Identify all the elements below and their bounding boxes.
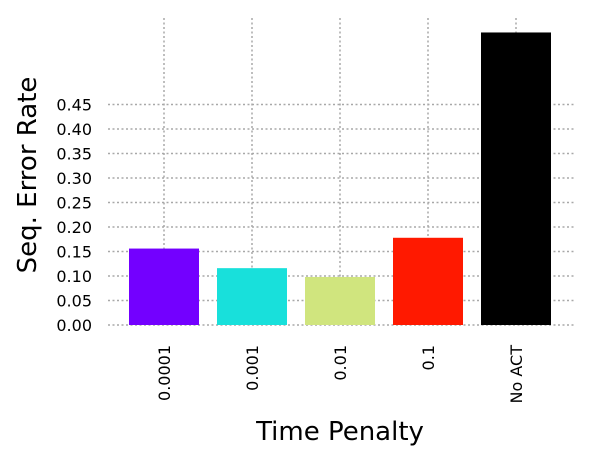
- y-tick-label: 0.00: [56, 316, 92, 335]
- y-axis-title: Seq. Error Rate: [13, 77, 43, 274]
- y-tick-label: 0.15: [56, 243, 92, 262]
- x-tick-labels: 0.0001 0.001 0.01 0.1 No ACT: [155, 345, 526, 404]
- y-tick-label: 0.20: [56, 218, 92, 237]
- bar: [305, 276, 375, 325]
- y-tick-label: 0.35: [56, 145, 92, 164]
- y-tick-label: 0.10: [56, 267, 92, 286]
- y-tick-label: 0.45: [56, 96, 92, 115]
- bar: [217, 268, 287, 325]
- x-tick-label: 0.01: [331, 345, 350, 381]
- x-tick-label: No ACT: [507, 345, 526, 404]
- y-tick-label: 0.05: [56, 292, 92, 311]
- x-tick-label: 0.001: [243, 345, 262, 391]
- y-tick-label: 0.30: [56, 169, 92, 188]
- bar: [393, 237, 463, 325]
- bar: [481, 32, 551, 325]
- x-tick-label: 0.1: [419, 345, 438, 370]
- y-tick-label: 0.25: [56, 194, 92, 213]
- y-tick-labels: 0.00 0.05 0.10 0.15 0.20 0.25 0.30 0.35 0.40 0.45: [56, 96, 92, 336]
- bars: [129, 32, 551, 325]
- x-axis-title: Time Penalty: [255, 417, 424, 447]
- x-tick-label: 0.0001: [155, 345, 174, 401]
- y-tick-label: 0.40: [56, 120, 92, 139]
- bar: [129, 248, 199, 325]
